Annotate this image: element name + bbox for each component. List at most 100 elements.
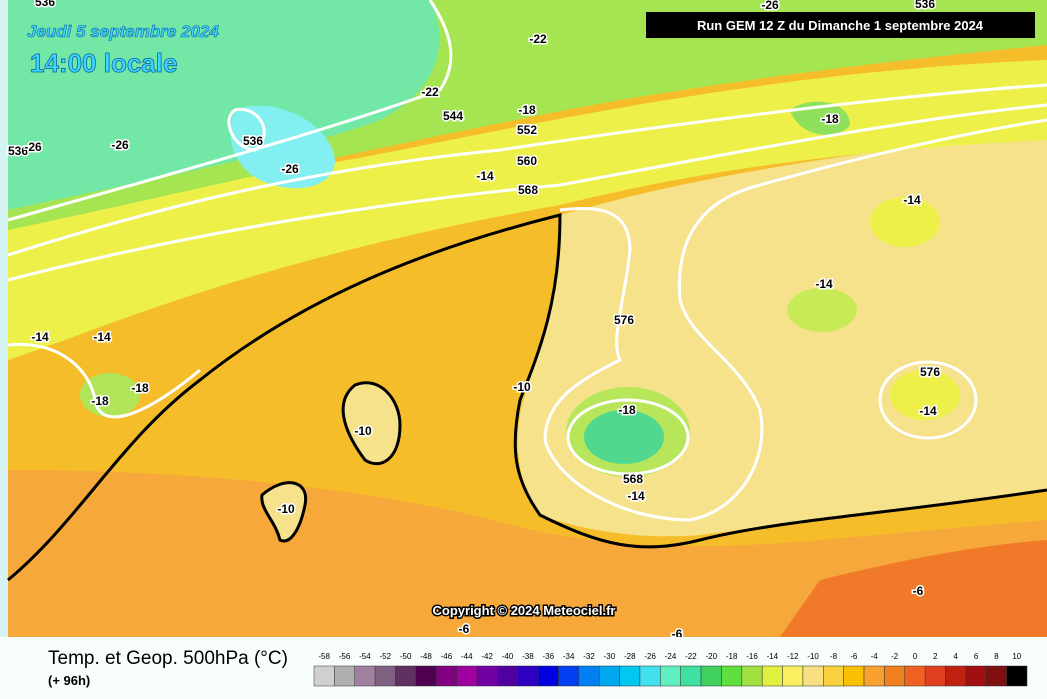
legend-swatch <box>680 665 702 687</box>
contour-label: 536 <box>8 144 28 158</box>
contour-label: -14 <box>919 404 937 418</box>
legend-swatch <box>782 665 804 687</box>
legend-swatch <box>700 665 722 687</box>
legend-swatch <box>924 665 946 687</box>
contour-label: -6 <box>913 584 924 598</box>
contour-label: -14 <box>903 193 921 207</box>
legend-swatch <box>598 665 620 687</box>
isotherm-line <box>7 213 1047 582</box>
legend-swatch <box>863 665 885 687</box>
contour-label: 536 <box>35 0 55 9</box>
contour-label: -18 <box>821 112 839 126</box>
contour-label: -6 <box>459 622 470 636</box>
legend-label: -46 <box>441 652 453 661</box>
legend-swatch <box>435 665 457 687</box>
legend-swatch <box>823 665 844 687</box>
contour-label: -10 <box>354 424 372 438</box>
contour-label: -26 <box>281 162 299 176</box>
legend-label: -12 <box>787 652 799 661</box>
legend-swatch <box>904 665 926 687</box>
legend-swatch <box>721 665 743 687</box>
legend-swatch <box>415 665 437 687</box>
legend-swatch <box>660 665 681 687</box>
contour-label: -26 <box>24 140 42 154</box>
legend-swatch <box>537 665 559 687</box>
contour-label: -22 <box>529 32 547 46</box>
contour-label: 544 <box>443 109 463 123</box>
legend-label: -16 <box>746 652 758 661</box>
legend-swatch <box>334 665 355 687</box>
legend-label: 8 <box>994 652 999 661</box>
run-box <box>646 12 1035 38</box>
legend-swatch <box>619 665 641 687</box>
legend-label: -18 <box>726 652 738 661</box>
map-background <box>8 0 1047 637</box>
legend-label: -32 <box>583 652 595 661</box>
legend-label: 0 <box>913 652 918 661</box>
legend-label: -44 <box>461 652 473 661</box>
contours <box>7 0 1047 522</box>
legend-swatch <box>1006 665 1028 687</box>
legend-label: -56 <box>339 652 351 661</box>
contour-label: 560 <box>517 154 537 168</box>
contour-label: 552 <box>517 123 537 137</box>
legend-label: 4 <box>953 652 958 661</box>
contour-label: 568 <box>623 472 643 486</box>
legend-swatch <box>945 665 967 687</box>
legend-swatch <box>374 665 396 687</box>
legend-label: -38 <box>522 652 534 661</box>
legend-swatch <box>456 665 478 687</box>
contour-label: -26 <box>111 138 129 152</box>
contour-label: 536 <box>915 0 935 11</box>
legend-label: 10 <box>1012 652 1021 661</box>
legend-label: 2 <box>933 652 938 661</box>
legend-label: 6 <box>974 652 979 661</box>
legend-swatch <box>354 665 376 687</box>
contour-label: -26 <box>761 0 779 12</box>
legend-swatch <box>986 665 1007 687</box>
contour-label: -22 <box>421 85 439 99</box>
footer-title: Temp. et Geop. 500hPa (°C) <box>48 648 288 669</box>
legend-swatch <box>741 665 763 687</box>
legend-swatch <box>761 665 783 687</box>
contour-label: -14 <box>815 277 833 291</box>
legend-swatch <box>578 665 600 687</box>
legend-label: -30 <box>604 652 616 661</box>
legend-label: -6 <box>850 652 858 661</box>
legend-label: -4 <box>871 652 879 661</box>
legend-label: -42 <box>481 652 493 661</box>
legend-swatch <box>313 665 335 687</box>
contour-label: 576 <box>614 313 634 327</box>
contour-label: -18 <box>91 394 109 408</box>
legend-label: -54 <box>359 652 371 661</box>
legend-label: -22 <box>685 652 697 661</box>
contour-label: 576 <box>920 365 940 379</box>
legend-swatch <box>802 665 824 687</box>
legend-label: -34 <box>563 652 575 661</box>
contour-label: -10 <box>277 502 295 516</box>
legend-label: -36 <box>542 652 554 661</box>
copyright: Copyright © 2024 Meteociel.fr <box>433 603 616 618</box>
legend: -58 -56 -54 -52 -50 -48 -46 -44 -42 -40 -38 -36 -34-… <box>313 652 1028 687</box>
legend-label: -50 <box>400 652 412 661</box>
legend-swatch <box>884 665 906 687</box>
legend-label: -14 <box>767 652 779 661</box>
contour-label: 536 <box>243 134 263 148</box>
forecast-date: Jeudi 5 septembre 2024 <box>27 22 219 41</box>
contour-label: -14 <box>476 169 494 183</box>
run-info: Run GEM 12 Z du Dimanche 1 septembre 202… <box>697 18 984 33</box>
legend-swatch <box>843 665 865 687</box>
legend-label: -40 <box>502 652 514 661</box>
legend-label: -48 <box>420 652 432 661</box>
legend-label: -24 <box>665 652 677 661</box>
legend-swatch <box>395 665 417 687</box>
legend-label: -2 <box>891 652 899 661</box>
legend-swatch <box>517 665 539 687</box>
contour-label: -14 <box>627 489 645 503</box>
footer-lead: (+ 96h) <box>48 673 90 688</box>
legend-label: -28 <box>624 652 636 661</box>
legend-swatch <box>639 665 661 687</box>
